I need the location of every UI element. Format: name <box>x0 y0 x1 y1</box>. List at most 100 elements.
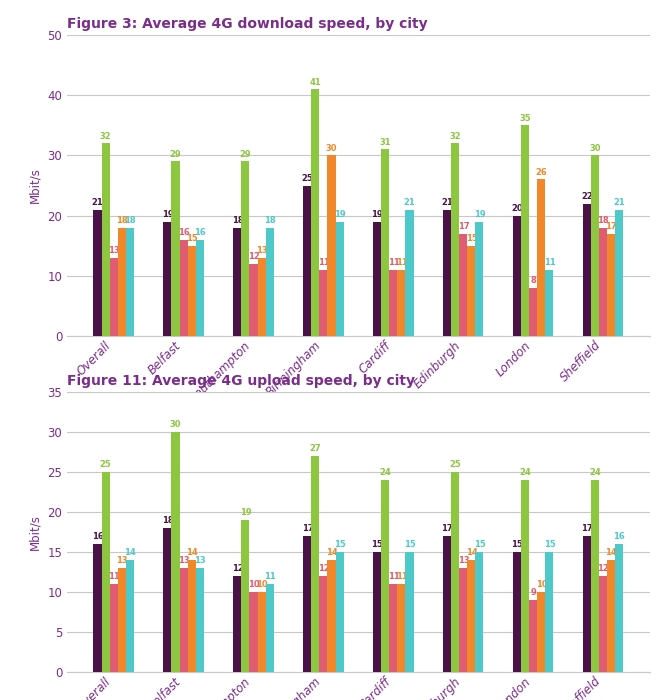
Text: 16: 16 <box>194 228 206 237</box>
Text: 9: 9 <box>531 588 536 597</box>
Bar <box>126 228 134 336</box>
Bar <box>521 125 529 336</box>
Bar <box>583 204 591 336</box>
Bar <box>521 480 529 672</box>
Bar <box>265 584 273 672</box>
Text: 32: 32 <box>100 132 111 141</box>
Bar <box>110 258 118 336</box>
Text: 21: 21 <box>614 198 625 207</box>
Bar <box>591 480 599 672</box>
Text: 19: 19 <box>474 210 485 219</box>
Text: 20: 20 <box>511 204 523 214</box>
Text: 14: 14 <box>606 548 617 556</box>
Bar <box>328 155 336 336</box>
Bar <box>241 162 249 336</box>
Text: 15: 15 <box>186 234 198 244</box>
Bar <box>257 592 265 672</box>
Text: 11: 11 <box>395 258 407 267</box>
Bar <box>545 270 553 336</box>
Bar <box>583 536 591 672</box>
Text: 11: 11 <box>318 258 330 267</box>
Bar <box>405 209 413 336</box>
Text: 18: 18 <box>124 216 135 225</box>
Text: 17: 17 <box>582 524 593 533</box>
Bar <box>468 560 476 672</box>
Text: 10: 10 <box>256 580 267 589</box>
Bar <box>444 209 452 336</box>
Text: 30: 30 <box>590 144 601 153</box>
Text: 10: 10 <box>535 580 547 589</box>
Bar <box>233 576 241 672</box>
Y-axis label: Mbit/s: Mbit/s <box>29 167 42 204</box>
Text: 13: 13 <box>178 556 190 565</box>
Text: 18: 18 <box>264 216 275 225</box>
Bar <box>188 246 196 336</box>
Text: 15: 15 <box>371 540 383 549</box>
Bar <box>405 552 413 672</box>
Bar <box>373 552 381 672</box>
Bar <box>444 536 452 672</box>
Text: 29: 29 <box>240 150 251 159</box>
Text: 15: 15 <box>403 540 415 549</box>
Text: 18: 18 <box>598 216 609 225</box>
Bar <box>102 472 110 672</box>
Text: 13: 13 <box>256 246 267 256</box>
Text: 16: 16 <box>614 532 625 541</box>
Bar <box>172 162 180 336</box>
Text: 14: 14 <box>466 548 477 556</box>
Bar <box>94 544 102 672</box>
Bar <box>615 544 623 672</box>
Bar <box>102 144 110 336</box>
Text: 27: 27 <box>310 444 321 453</box>
Text: 25: 25 <box>450 460 461 469</box>
Text: 15: 15 <box>466 234 477 244</box>
Bar <box>249 264 257 336</box>
Bar <box>320 576 328 672</box>
Bar <box>163 222 172 336</box>
Bar <box>537 592 545 672</box>
Text: 15: 15 <box>334 540 346 549</box>
Text: 14: 14 <box>326 548 338 556</box>
Bar <box>304 536 312 672</box>
Text: 17: 17 <box>302 524 313 533</box>
Text: 29: 29 <box>170 150 182 159</box>
Text: 12: 12 <box>248 253 259 261</box>
Text: 24: 24 <box>379 468 391 477</box>
Text: 19: 19 <box>161 210 174 219</box>
Text: 15: 15 <box>474 540 485 549</box>
Bar <box>599 228 607 336</box>
Text: 31: 31 <box>380 138 391 147</box>
Bar <box>381 480 389 672</box>
Text: 13: 13 <box>458 556 469 565</box>
Bar <box>460 568 468 672</box>
Text: 24: 24 <box>590 468 601 477</box>
Bar <box>452 144 460 336</box>
Bar <box>94 209 102 336</box>
Text: Figure 3: Average 4G download speed, by city: Figure 3: Average 4G download speed, by … <box>67 17 427 31</box>
Text: 15: 15 <box>543 540 555 549</box>
Bar <box>233 228 241 336</box>
Bar <box>452 472 460 672</box>
Bar <box>607 234 615 336</box>
Text: 19: 19 <box>372 210 383 219</box>
Bar <box>118 228 126 336</box>
Bar <box>591 155 599 336</box>
Text: 11: 11 <box>395 572 407 581</box>
Bar <box>513 552 521 672</box>
Text: 10: 10 <box>248 580 259 589</box>
Bar <box>196 568 204 672</box>
Bar <box>188 560 196 672</box>
Text: 12: 12 <box>318 564 330 573</box>
Bar <box>180 568 188 672</box>
Text: 18: 18 <box>232 216 243 225</box>
Bar <box>373 222 381 336</box>
Bar <box>468 246 476 336</box>
Bar <box>397 584 405 672</box>
Text: 12: 12 <box>598 564 609 573</box>
Text: 19: 19 <box>240 508 251 517</box>
Text: 32: 32 <box>450 132 461 141</box>
Text: 16: 16 <box>92 532 103 541</box>
Bar <box>110 584 118 672</box>
Text: 18: 18 <box>161 516 174 525</box>
Text: 21: 21 <box>442 198 453 207</box>
